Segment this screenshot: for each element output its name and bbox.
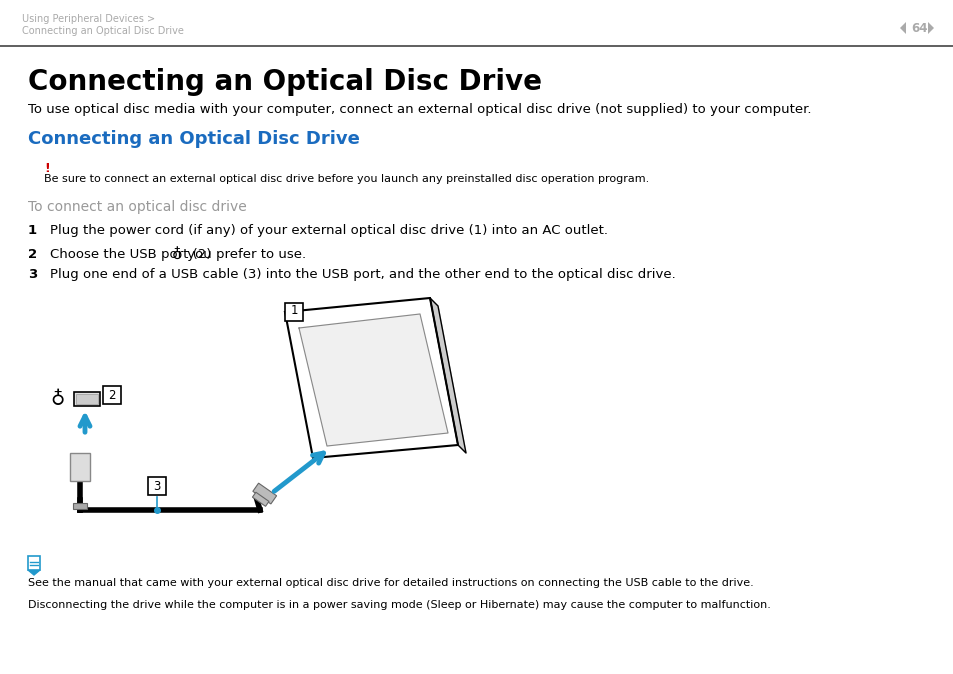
Polygon shape [899,22,905,34]
FancyBboxPatch shape [103,386,121,404]
Polygon shape [430,298,465,453]
Bar [73,503,87,509]
Text: 3: 3 [28,268,37,281]
Text: Choose the USB port (2): Choose the USB port (2) [50,248,215,261]
Bar [253,492,269,506]
Text: 1: 1 [290,304,297,317]
Text: you prefer to use.: you prefer to use. [183,248,306,261]
Text: See the manual that came with your external optical disc drive for detailed inst: See the manual that came with your exter… [28,578,753,588]
Text: To connect an optical disc drive: To connect an optical disc drive [28,200,247,214]
Text: 3: 3 [153,480,160,493]
Text: 1: 1 [28,224,37,237]
Bar [28,556,40,570]
Bar [76,394,98,404]
Text: 2: 2 [108,389,115,402]
Text: Using Peripheral Devices >: Using Peripheral Devices > [22,14,155,24]
Text: 64: 64 [911,22,927,35]
Text: 2: 2 [28,248,37,261]
FancyBboxPatch shape [148,477,166,495]
Text: Connecting an Optical Disc Drive: Connecting an Optical Disc Drive [22,26,184,36]
Text: ♁: ♁ [172,247,183,262]
Text: Disconnecting the drive while the computer is in a power saving mode (Sleep or H: Disconnecting the drive while the comput… [28,600,770,610]
Polygon shape [298,314,448,446]
Text: !: ! [44,162,50,175]
Bar [70,453,90,481]
Text: To use optical disc media with your computer, connect an external optical disc d: To use optical disc media with your comp… [28,103,811,116]
Text: Plug one end of a USB cable (3) into the USB port, and the other end to the opti: Plug one end of a USB cable (3) into the… [50,268,675,281]
Text: Connecting an Optical Disc Drive: Connecting an Optical Disc Drive [28,68,541,96]
FancyBboxPatch shape [285,303,303,321]
Bar [253,483,276,504]
Polygon shape [28,570,40,575]
Polygon shape [285,298,457,458]
Text: Be sure to connect an external optical disc drive before you launch any preinsta: Be sure to connect an external optical d… [44,174,649,184]
Text: ♁: ♁ [50,390,64,409]
Text: Connecting an Optical Disc Drive: Connecting an Optical Disc Drive [28,130,359,148]
Bar [74,392,100,406]
Text: Plug the power cord (if any) of your external optical disc drive (1) into an AC : Plug the power cord (if any) of your ext… [50,224,607,237]
Polygon shape [927,22,933,34]
